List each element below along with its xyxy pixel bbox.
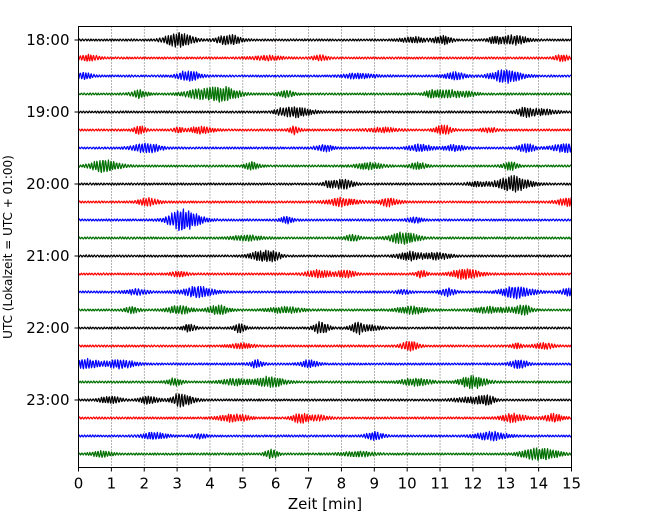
trace-2015: [77, 196, 573, 208]
x-tick-label: 9: [370, 475, 380, 493]
x-axis-ticks: 0 1 2 3 4 5 6 7 8 9 10 11 12 13 14 15: [74, 467, 581, 493]
trace-2130: [78, 285, 572, 300]
y-tick-label: 21:00: [26, 247, 69, 265]
trace-2330: [77, 430, 573, 442]
trace-2045: [77, 231, 572, 245]
trace-2215: [77, 340, 573, 352]
trace-1915: [78, 124, 573, 136]
x-tick-label: 6: [271, 475, 281, 493]
trace-2200: [77, 320, 573, 336]
trace-1830: [77, 69, 573, 84]
trace-2145: [77, 304, 572, 316]
trace-2300: [77, 393, 573, 408]
x-tick-label: 1: [107, 475, 117, 493]
trace-2115: [78, 268, 573, 280]
x-tick-label: 0: [74, 475, 84, 493]
trace-2100: [78, 249, 573, 263]
seismic-traces: [77, 32, 573, 462]
trace-1900: [77, 106, 572, 119]
trace-2000: [78, 174, 572, 193]
x-tick-label: 7: [304, 475, 314, 493]
plot-frame: [78, 26, 572, 468]
y-tick-label: 20:00: [26, 175, 69, 193]
x-tick-label: 13: [496, 475, 515, 493]
trace-2245: [78, 374, 572, 390]
y-tick-label: 22:00: [26, 319, 69, 337]
y-axis-label: UTC (Lokalzeit = UTC + 01:00): [1, 155, 15, 339]
x-tick-label: 14: [529, 475, 548, 493]
x-axis-label: Zeit [min]: [288, 495, 362, 513]
x-tick-label: 3: [172, 475, 182, 493]
x-tick-label: 8: [337, 475, 347, 493]
trace-2345: [77, 447, 572, 462]
trace-2315: [77, 412, 573, 424]
trace-2030: [77, 208, 572, 232]
x-tick-label: 12: [463, 475, 482, 493]
trace-1815: [78, 53, 573, 62]
trace-1800: [78, 32, 573, 48]
trace-1945: [77, 159, 573, 174]
y-tick-label: 23:00: [26, 391, 69, 409]
x-tick-label: 4: [205, 475, 215, 493]
y-tick-label: 19:00: [26, 103, 69, 121]
x-tick-label: 5: [238, 475, 248, 493]
trace-1845: [78, 85, 573, 103]
x-tick-label: 10: [398, 475, 417, 493]
x-tick-label: 2: [139, 475, 149, 493]
x-tick-label: 11: [430, 475, 449, 493]
x-tick-label: 15: [562, 475, 581, 493]
y-axis-ticks: 18:00 19:00 20:00 21:00 22:00 23:00: [26, 31, 79, 409]
trace-1930: [78, 142, 573, 154]
y-tick-label: 18:00: [26, 31, 69, 49]
trace-2230: [77, 357, 572, 370]
